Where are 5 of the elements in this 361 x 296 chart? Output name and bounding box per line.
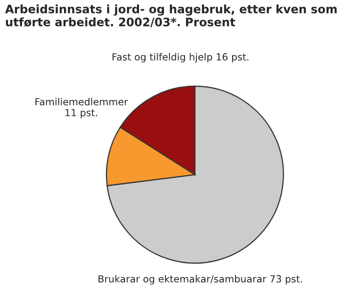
slice-label: Familiemedlemmer [35,98,128,106]
slice-label: Fast og tilfeldig hjelp 16 pst. [112,53,248,62]
data-label: 11 pst. [65,109,97,118]
slice-label: Brukarar og ektemakar/sambuarar 73 pst. [98,275,302,284]
chart-title: Arbeidsinnsats i jord- og hagebruk, etter kven som utførte arbeidet. 2002/03*. Prosent [5,4,337,28]
